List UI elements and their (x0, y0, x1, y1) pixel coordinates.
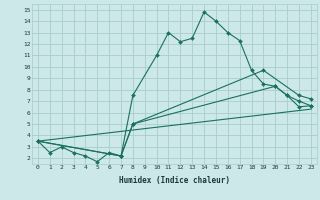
X-axis label: Humidex (Indice chaleur): Humidex (Indice chaleur) (119, 176, 230, 185)
